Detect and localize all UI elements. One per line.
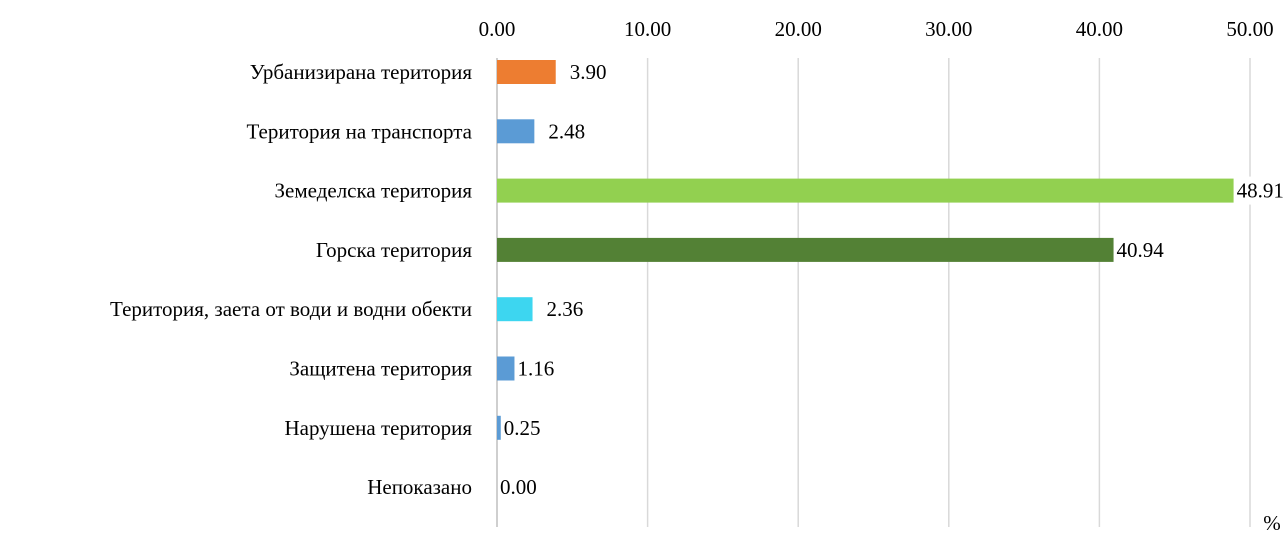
x-tick-label: 30.00 <box>925 17 972 41</box>
gridlines <box>496 58 1251 527</box>
unit-label: % <box>1263 511 1281 534</box>
x-tick-label: 20.00 <box>775 17 822 41</box>
category-label: Земеделска територия <box>275 179 473 203</box>
bar <box>497 415 501 440</box>
value-label: 2.36 <box>547 297 584 321</box>
x-tick-label: 50.00 <box>1226 17 1273 41</box>
category-label: Нарушена територия <box>284 416 472 440</box>
value-label: 2.48 <box>548 119 585 143</box>
value-label: 0.00 <box>500 475 537 499</box>
category-label: Урбанизирана територия <box>250 60 473 84</box>
bar <box>497 297 533 322</box>
x-tick-label: 10.00 <box>624 17 671 41</box>
category-label: Защитена територия <box>289 357 472 381</box>
x-tick-label: 0.00 <box>479 17 516 41</box>
value-label: 40.94 <box>1117 238 1165 262</box>
value-label-background <box>1114 235 1174 264</box>
value-labels: 3.90 2.48 48.91 40.94 2.36 1.16 0.25 0.00 <box>500 60 1285 499</box>
value-label: 48.91 <box>1237 179 1284 203</box>
value-label: 1.16 <box>517 357 554 381</box>
value-label: 0.25 <box>504 416 541 440</box>
bar <box>497 119 535 144</box>
bar <box>497 60 556 84</box>
category-labels: Урбанизирана територия Територия на транс… <box>110 60 473 499</box>
category-label: Горска територия <box>316 238 472 262</box>
x-axis-ticks: 0.00 10.00 20.00 30.00 40.00 50.00 <box>479 17 1274 41</box>
value-label: 3.90 <box>570 60 607 84</box>
bar <box>497 237 1114 262</box>
category-label: Територия на транспорта <box>247 119 473 143</box>
x-tick-label: 40.00 <box>1076 17 1123 41</box>
bar <box>497 178 1234 203</box>
category-label: Непоказано <box>367 475 472 499</box>
value-label-background <box>1234 176 1285 205</box>
category-label: Територия, заета от води и водни обекти <box>110 297 472 321</box>
bar <box>497 356 515 381</box>
bars <box>497 60 1234 440</box>
